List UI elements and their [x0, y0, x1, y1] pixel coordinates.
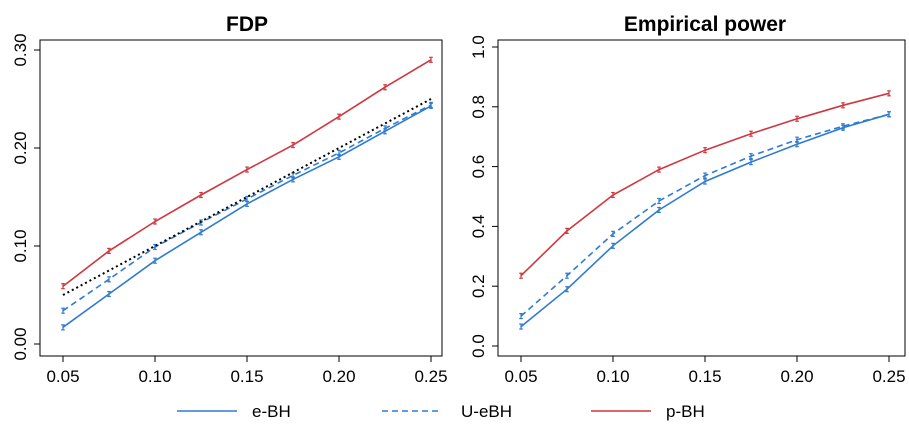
- power-point-p-bh: [841, 102, 845, 109]
- power-point-e-bh: [657, 206, 661, 214]
- fdp-xtick-label: 0.25: [414, 367, 447, 386]
- power-xtick-label: 0.20: [780, 367, 813, 386]
- power-series-u-ebh-line: [520, 113, 890, 317]
- legend-label-e-bh: e-BH: [252, 402, 291, 421]
- power-point-p-bh: [565, 227, 569, 234]
- power-ytick-label: 0.6: [469, 155, 488, 179]
- power-point-u-ebh: [841, 123, 845, 130]
- power-point-p-bh: [749, 130, 753, 137]
- power-ytick-label: 0.4: [469, 215, 488, 239]
- power-point-p-bh: [519, 272, 523, 279]
- power-ytick-label: 1.0: [469, 35, 488, 59]
- power-point-u-ebh: [657, 197, 661, 205]
- legend: e-BH U-eBH p-BH: [177, 402, 705, 421]
- power-xtick-label: 0.05: [504, 367, 537, 386]
- power-point-p-bh: [887, 90, 891, 97]
- power-point-e-bh: [749, 159, 753, 166]
- fdp-title: FDP: [226, 13, 268, 36]
- fdp-point-u-ebh: [245, 195, 249, 203]
- power-point-u-ebh: [887, 111, 891, 118]
- fdp-point-u-ebh: [383, 125, 387, 132]
- power-title: Empirical power: [624, 13, 786, 36]
- power-point-p-bh: [795, 115, 799, 122]
- power-point-p-bh: [703, 147, 707, 154]
- fdp-xtick-label: 0.15: [230, 367, 263, 386]
- fdp-ytick-label: 0.20: [11, 131, 30, 164]
- power-point-u-ebh: [703, 172, 707, 179]
- fdp-point-e-bh: [199, 229, 203, 236]
- fdp-point-e-bh: [107, 290, 111, 298]
- fdp-ytick-label: 0.30: [11, 33, 30, 66]
- power-xtick-label: 0.15: [688, 367, 721, 386]
- fdp-point-p-bh: [61, 283, 65, 290]
- fdp-point-p-bh: [153, 218, 157, 225]
- fdp-point-p-bh: [107, 247, 111, 254]
- power-point-u-ebh: [519, 313, 523, 320]
- power-point-u-ebh: [611, 230, 615, 237]
- power-ytick-label: 0.8: [469, 95, 488, 119]
- power-point-p-bh: [611, 191, 615, 199]
- power-xtick-label: 0.25: [872, 367, 905, 386]
- power-point-u-ebh: [749, 153, 753, 160]
- fdp-ytick-label: 0.10: [11, 229, 30, 262]
- power-point-p-bh: [657, 166, 661, 173]
- power-ytick-label: 0.0: [469, 334, 488, 358]
- fdp-xtick-label: 0.10: [138, 367, 171, 386]
- fdp-point-p-bh: [199, 191, 203, 199]
- power-xtick-label: 0.10: [596, 367, 629, 386]
- legend-label-p-bh: p-BH: [666, 402, 705, 421]
- fdp-ytick-label: 0.00: [11, 327, 30, 360]
- fdp-point-p-bh: [291, 141, 295, 149]
- fdp-point-e-bh: [153, 257, 157, 264]
- power-point-e-bh: [703, 178, 707, 185]
- fdp-point-e-bh: [61, 324, 65, 331]
- power-point-u-ebh: [795, 136, 799, 143]
- fdp-point-p-bh: [429, 56, 433, 63]
- fdp-point-u-ebh: [337, 149, 341, 156]
- power-panel: Empirical power 0.05 0.10 0.15 0.20 0.25 0.0 0…: [469, 13, 906, 386]
- fdp-xtick-label: 0.05: [46, 367, 79, 386]
- fdp-series-p-bh-line: [62, 59, 432, 287]
- fdp-point-p-bh: [383, 84, 387, 91]
- fdp-point-p-bh: [337, 113, 341, 120]
- fdp-point-u-ebh: [429, 101, 433, 108]
- power-point-u-ebh: [565, 272, 569, 279]
- power-ytick-label: 0.2: [469, 274, 488, 298]
- fdp-xtick-label: 0.20: [322, 367, 355, 386]
- power-series-e-bh-line: [520, 113, 890, 328]
- power-point-e-bh: [519, 323, 523, 330]
- fdp-plot-frame: [39, 39, 443, 357]
- power-point-e-bh: [565, 286, 569, 293]
- fdp-point-u-ebh: [107, 276, 111, 283]
- legend-label-u-ebh: U-eBH: [461, 402, 512, 421]
- fdp-panel: FDP 0.05 0.10 0.15 0.20 0.25 0.00 0.10 0.20 0.30: [11, 13, 448, 386]
- power-plot-frame: [497, 39, 906, 357]
- fdp-point-p-bh: [245, 166, 249, 173]
- fdp-series-e-bh-line: [62, 105, 432, 328]
- fdp-point-u-ebh: [61, 307, 65, 314]
- power-point-e-bh: [611, 242, 615, 249]
